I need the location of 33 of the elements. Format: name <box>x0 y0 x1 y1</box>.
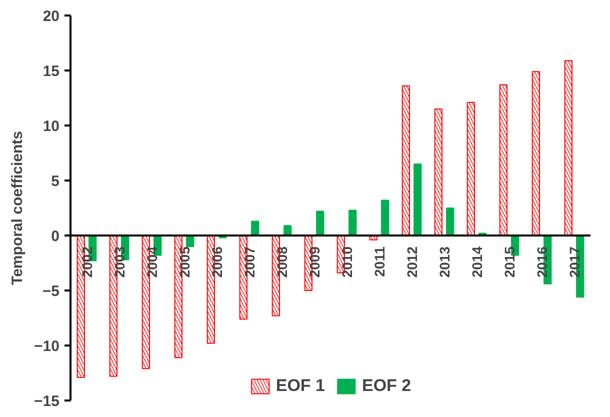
x-tick-label: 2015 <box>501 246 518 278</box>
bar <box>251 220 260 236</box>
x-tick-label: 2006 <box>208 246 225 278</box>
bar <box>446 208 454 236</box>
x-tick-label: 2016 <box>534 246 550 278</box>
x-tick-label: 2010 <box>338 246 355 278</box>
legend-label: EOF 1 <box>276 376 325 396</box>
y-tick-label: −10 <box>34 338 60 355</box>
y-tick-label: −5 <box>42 283 60 300</box>
y-tick-label: 15 <box>42 63 60 80</box>
legend-label: EOF 2 <box>362 376 412 396</box>
y-tick-label: 20 <box>42 8 60 25</box>
x-tick-label: 2014 <box>468 246 485 278</box>
x-tick-label: 2011 <box>371 246 388 277</box>
x-tick-label: 2002 <box>78 246 95 278</box>
x-tick-label: 2009 <box>306 246 322 278</box>
x-tick-label: 2017 <box>566 246 582 278</box>
y-tick-label: 0 <box>51 228 60 245</box>
bar <box>414 164 422 236</box>
y-tick-label: −15 <box>34 393 60 410</box>
x-tick-label: 2005 <box>176 246 192 278</box>
bar <box>381 200 390 236</box>
bar <box>348 210 357 236</box>
y-tick-label: 10 <box>42 118 60 135</box>
x-tick-label: 2003 <box>111 246 128 278</box>
x-tick-label: 2004 <box>144 246 160 278</box>
x-tick-label: 2012 <box>404 246 420 278</box>
x-tick-label: 2007 <box>241 246 258 278</box>
x-tick-label: 2013 <box>436 246 452 278</box>
bar <box>316 210 324 236</box>
y-axis-title: Temporal coefficients <box>9 131 26 285</box>
x-tick-label: 2008 <box>274 246 290 278</box>
y-tick-label: 5 <box>51 173 60 190</box>
